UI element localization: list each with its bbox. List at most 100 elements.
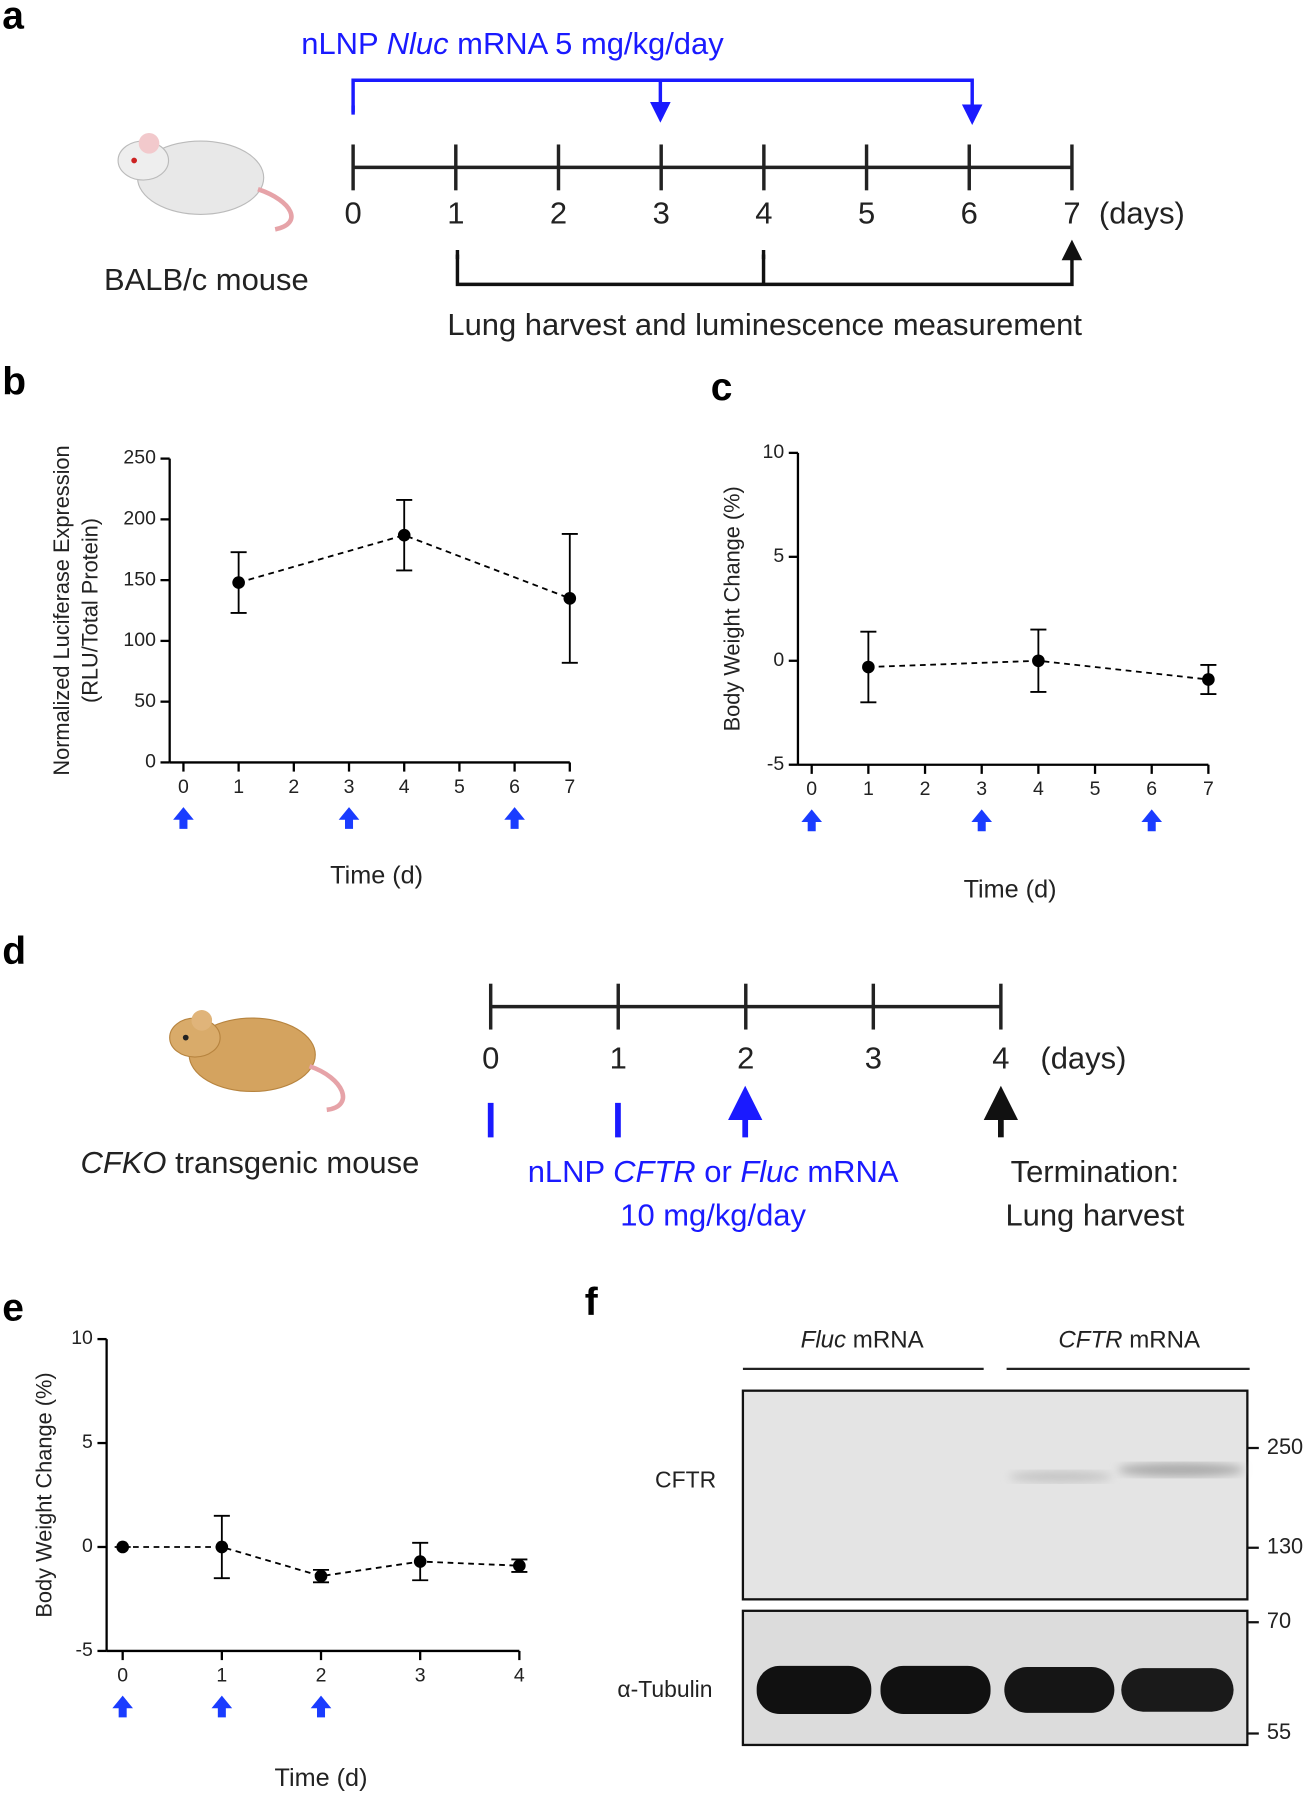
mouse-label: BALB/c mouse bbox=[104, 262, 309, 297]
day-label: 3 bbox=[865, 1041, 882, 1076]
day-label: 5 bbox=[858, 196, 875, 231]
harvest-bracket bbox=[455, 254, 1074, 287]
dose-text-part: Nluc bbox=[387, 26, 449, 61]
data-point bbox=[413, 1555, 427, 1568]
day-label: 0 bbox=[482, 1041, 499, 1076]
x-tick-label: 2 bbox=[288, 776, 299, 798]
y-tick-label: 10 bbox=[71, 1327, 93, 1349]
panel-label: b bbox=[2, 360, 26, 403]
x-tick-label: 3 bbox=[976, 778, 987, 800]
group-label: Fluc mRNA bbox=[801, 1327, 924, 1354]
dose-arrow bbox=[338, 807, 360, 829]
group-label-part: Fluc bbox=[801, 1327, 846, 1354]
dose-arrows bbox=[487, 1103, 746, 1138]
dose-arrow bbox=[971, 809, 993, 832]
x-tick-label: 3 bbox=[415, 1664, 426, 1686]
dose-text-part: CFTR bbox=[613, 1154, 695, 1189]
data-point bbox=[563, 592, 577, 605]
blot bbox=[741, 1609, 1249, 1747]
dose-amount: 10 mg/kg/day bbox=[620, 1198, 806, 1233]
dose-arrow bbox=[504, 807, 525, 829]
x-tick-label: 0 bbox=[178, 776, 189, 798]
x-tick-label: 6 bbox=[1146, 778, 1157, 800]
x-tick-label: 3 bbox=[344, 776, 355, 798]
timeline: 0 1 2 3 4 5 6 7 (days) bbox=[345, 144, 1185, 231]
day-label: 0 bbox=[345, 196, 362, 231]
day-label: 7 bbox=[1063, 196, 1080, 231]
panel-label: c bbox=[711, 366, 733, 409]
x-tick-label: 5 bbox=[1090, 778, 1101, 800]
y-tick-label: 0 bbox=[82, 1535, 93, 1557]
marker-label: 250 bbox=[1267, 1434, 1303, 1459]
y-tick-label: 5 bbox=[82, 1431, 93, 1453]
panel-label: a bbox=[2, 0, 24, 38]
markers: 250 130 70 55 bbox=[1247, 1434, 1303, 1744]
day-label: 3 bbox=[653, 196, 670, 231]
data-point bbox=[862, 660, 875, 674]
x-tick-label: 6 bbox=[509, 776, 520, 798]
data-point bbox=[215, 1540, 229, 1554]
mouse-label-part: CFKO bbox=[81, 1145, 167, 1180]
y-tick-label: 250 bbox=[123, 447, 156, 469]
y-tick-label: -5 bbox=[767, 753, 784, 775]
unit-label: (days) bbox=[1099, 196, 1185, 231]
x-tick-label: 7 bbox=[564, 776, 575, 798]
harvest-arrows bbox=[455, 250, 1072, 259]
x-axis-label: Time (d) bbox=[275, 1764, 368, 1792]
dose-arrow bbox=[801, 809, 823, 832]
y-axis-label: Body Weight Change (%) bbox=[719, 486, 744, 731]
dose-arrow bbox=[310, 1695, 332, 1718]
chart: b 0 50 100 150 200 250 0 1 2 3 4 5 6 7 Time (d) Normaliz… bbox=[2, 360, 578, 890]
y-tick-label: 50 bbox=[134, 690, 156, 712]
x-tick-label: 1 bbox=[216, 1664, 227, 1686]
x-axis-label: Time (d) bbox=[964, 875, 1057, 903]
day-label: 4 bbox=[992, 1041, 1009, 1076]
day-label: 2 bbox=[550, 196, 567, 231]
mouse-label-part: transgenic mouse bbox=[167, 1145, 420, 1180]
blot bbox=[741, 1389, 1249, 1601]
dose-text-part: Fluc bbox=[740, 1154, 799, 1189]
panel-label: d bbox=[2, 930, 26, 973]
series-line bbox=[238, 534, 571, 600]
series-line bbox=[122, 1546, 520, 1578]
data-point bbox=[232, 576, 245, 589]
x-tick-label: 4 bbox=[514, 1664, 525, 1686]
day-label: 6 bbox=[961, 196, 978, 231]
data-point bbox=[513, 1559, 526, 1573]
dose-arrow bbox=[1141, 809, 1163, 832]
x-tick-label: 4 bbox=[399, 776, 410, 798]
panel-label: e bbox=[2, 1287, 24, 1330]
group-label-part: mRNA bbox=[846, 1327, 924, 1354]
group-label-part: mRNA bbox=[1123, 1327, 1201, 1354]
y-axis-label: Body Weight Change (%) bbox=[32, 1372, 57, 1617]
unit-label: (days) bbox=[1040, 1041, 1126, 1076]
day-label: 2 bbox=[737, 1041, 754, 1076]
day-label: 1 bbox=[447, 196, 464, 231]
data-point bbox=[397, 528, 411, 542]
dose-arrow bbox=[173, 807, 194, 829]
panel-label: f bbox=[585, 1281, 599, 1324]
dose-bracket bbox=[351, 78, 974, 112]
mouse-icon bbox=[117, 133, 294, 232]
x-tick-label: 0 bbox=[806, 778, 817, 800]
dose-text-part: nLNP bbox=[528, 1154, 613, 1189]
y-axis-label: (RLU/Total Protein) bbox=[77, 518, 102, 703]
x-tick-label: 4 bbox=[1033, 778, 1044, 800]
marker-label: 130 bbox=[1267, 1534, 1303, 1559]
x-tick-label: 1 bbox=[863, 778, 874, 800]
x-tick-label: 1 bbox=[233, 776, 244, 798]
data-point bbox=[1032, 654, 1045, 668]
y-tick-label: 0 bbox=[773, 649, 784, 671]
x-tick-label: 7 bbox=[1203, 778, 1214, 800]
y-tick-label: 150 bbox=[123, 568, 156, 590]
mouse-icon bbox=[169, 1010, 346, 1113]
dose-arrow bbox=[211, 1695, 233, 1718]
dose-text-part: nLNP bbox=[301, 26, 386, 61]
y-tick-label: 200 bbox=[123, 508, 156, 530]
y-tick-label: 0 bbox=[145, 751, 156, 773]
dose-text: nLNP CFTR or Fluc mRNA bbox=[528, 1154, 899, 1189]
dose-arrow bbox=[112, 1695, 133, 1718]
blot-label: α-Tubulin bbox=[617, 1676, 712, 1702]
